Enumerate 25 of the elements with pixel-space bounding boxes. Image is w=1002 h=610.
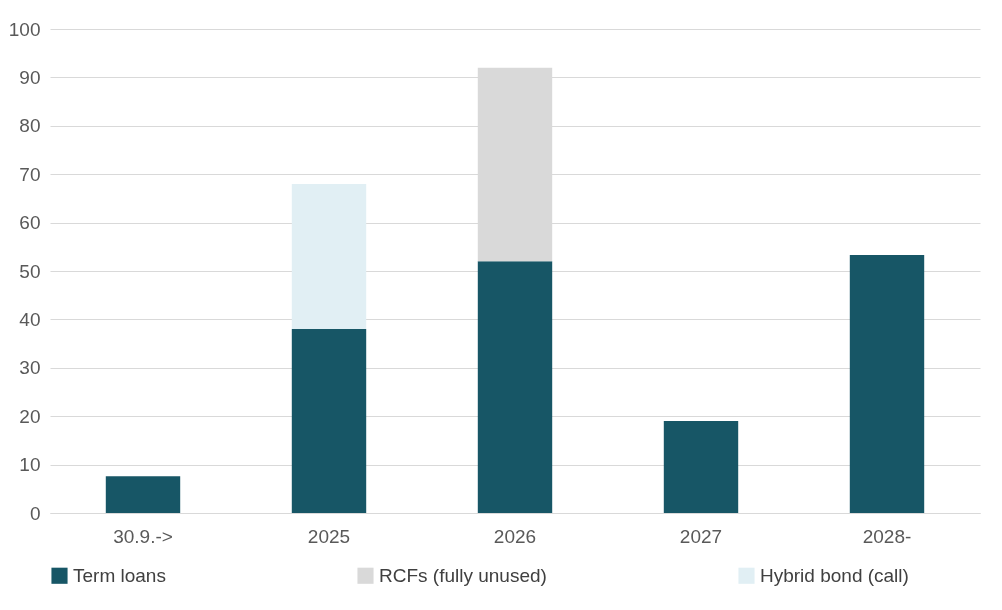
y-tick-label: 70 bbox=[19, 163, 41, 185]
y-tick-label: 30 bbox=[19, 357, 41, 379]
bar bbox=[477, 261, 553, 513]
x-tick-label: 2025 bbox=[307, 525, 351, 547]
y-tick-label: 60 bbox=[19, 212, 41, 234]
y-tick-label: 10 bbox=[19, 454, 41, 476]
x-tick-label: 2028- bbox=[862, 525, 912, 547]
legend-label: Hybrid bond (call) bbox=[760, 564, 909, 586]
legend-label: Term loans bbox=[73, 564, 166, 586]
bar bbox=[291, 183, 367, 330]
x-tick-label: 30.9.-> bbox=[113, 525, 173, 547]
y-tick-label: 80 bbox=[19, 115, 41, 137]
x-tick-label: 2027 bbox=[679, 525, 723, 547]
y-tick-label: 100 bbox=[8, 18, 41, 40]
y-tick-label: 20 bbox=[19, 405, 41, 427]
y-tick-label: 0 bbox=[29, 502, 41, 524]
bar bbox=[105, 476, 181, 513]
x-tick-label: 2026 bbox=[493, 525, 537, 547]
bar bbox=[849, 255, 925, 513]
bar bbox=[663, 421, 739, 513]
y-tick-label: 50 bbox=[19, 260, 41, 282]
y-tick-label: 40 bbox=[19, 308, 41, 330]
bar bbox=[291, 329, 367, 513]
legend-label: RCFs (fully unused) bbox=[379, 564, 547, 586]
y-tick-label: 90 bbox=[19, 66, 41, 88]
